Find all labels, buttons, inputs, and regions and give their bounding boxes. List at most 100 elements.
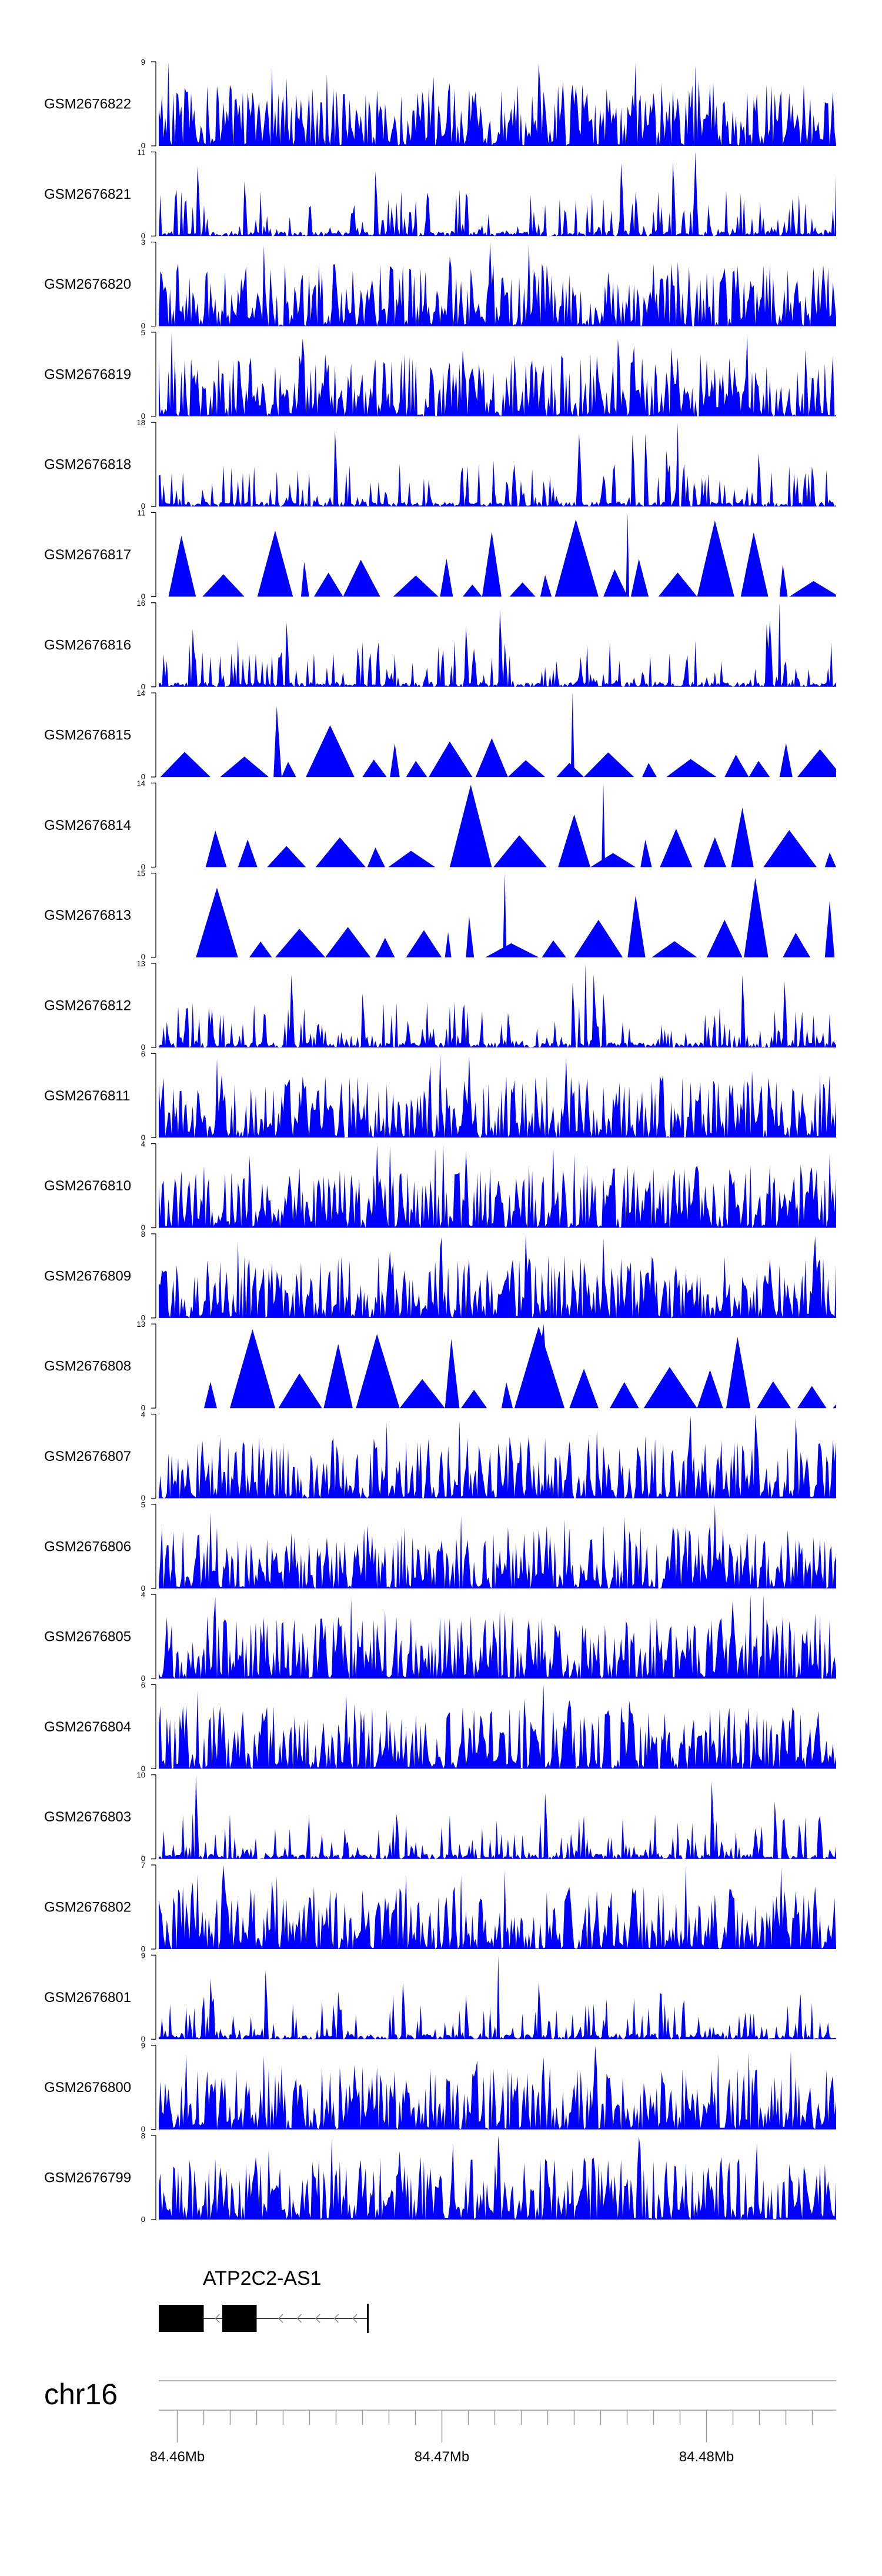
exon-1 xyxy=(159,2305,204,2332)
y-tick-label-max: 4 xyxy=(141,1590,145,1599)
coverage-area xyxy=(159,602,836,687)
track-label: GSM2676814 xyxy=(44,817,131,833)
strand-arrow-5 xyxy=(333,2314,339,2323)
coverage-area xyxy=(159,2045,836,2130)
y-tick-label-min: 0 xyxy=(141,502,145,510)
gene-label: ATP2C2-AS1 xyxy=(203,2267,322,2290)
y-tick-label-max: 14 xyxy=(137,779,145,788)
track-GSM2676818: GSM2676818 18 0 xyxy=(44,418,836,510)
y-tick-label-max: 6 xyxy=(141,1680,145,1689)
track-GSM2676810: GSM2676810 4 0 xyxy=(44,1140,836,1232)
track-GSM2676806: GSM2676806 5 0 xyxy=(44,1500,836,1593)
exon-2 xyxy=(222,2305,257,2332)
track-GSM2676813: GSM2676813 15 0 xyxy=(44,869,836,962)
track-GSM2676814: GSM2676814 14 0 xyxy=(44,779,836,871)
track-GSM2676802: GSM2676802 7 0 xyxy=(44,1861,836,1953)
y-tick-label-max: 16 xyxy=(137,599,145,608)
track-label: GSM2676817 xyxy=(44,547,131,563)
strand-arrow-2 xyxy=(278,2314,283,2323)
strand-arrow-1 xyxy=(215,2314,220,2323)
coverage-area xyxy=(159,1233,836,1318)
y-tick-label-min: 0 xyxy=(141,412,145,421)
track-label: GSM2676813 xyxy=(44,907,131,923)
y-tick-label-min: 0 xyxy=(141,1133,145,1142)
track-GSM2676819: GSM2676819 5 0 xyxy=(44,328,836,421)
track-label: GSM2676807 xyxy=(44,1449,131,1464)
track-GSM2676803: GSM2676803 10 0 xyxy=(44,1771,836,1863)
coverage-area xyxy=(159,242,836,326)
track-label: GSM2676812 xyxy=(44,998,131,1014)
y-tick-label-max: 3 xyxy=(141,238,145,247)
y-tick-label-min: 0 xyxy=(141,2125,145,2134)
track-label: GSM2676821 xyxy=(44,186,131,202)
track-GSM2676822: GSM2676822 9 0 xyxy=(44,58,836,150)
y-tick-label-max: 4 xyxy=(141,1140,145,1149)
coverage-area xyxy=(159,1774,836,1859)
coverage-tracks: GSM267682290GSM2676821110GSM267682030GSM… xyxy=(44,58,836,2224)
track-GSM2676807: GSM2676807 4 0 xyxy=(44,1410,836,1503)
y-tick-label-min: 0 xyxy=(141,592,145,601)
y-tick-label-max: 11 xyxy=(138,148,146,156)
track-label: GSM2676806 xyxy=(44,1539,131,1554)
y-tick-label-max: 14 xyxy=(137,689,145,698)
track-label: GSM2676815 xyxy=(44,728,131,743)
track-label: GSM2676804 xyxy=(44,1719,131,1735)
y-tick-label-max: 9 xyxy=(141,58,145,66)
coverage-area xyxy=(159,332,836,416)
y-tick-label-min: 0 xyxy=(141,682,145,691)
track-label: GSM2676816 xyxy=(44,637,131,653)
coverage-area xyxy=(159,1324,836,1409)
y-tick-label-min: 0 xyxy=(141,1764,145,1773)
chromosome-label: chr16 xyxy=(44,2378,118,2411)
y-tick-label-max: 18 xyxy=(137,418,145,427)
y-tick-label-min: 0 xyxy=(141,862,145,871)
coverage-area xyxy=(159,963,836,1047)
x-tick-label: 84.48Mb xyxy=(679,2449,734,2465)
strand-arrow-3 xyxy=(296,2314,302,2323)
y-tick-label-max: 6 xyxy=(141,1049,145,1058)
track-label: GSM2676803 xyxy=(44,1809,131,1825)
strand-arrow-6 xyxy=(352,2314,358,2323)
y-tick-label-min: 0 xyxy=(141,1944,145,1953)
y-tick-label-min: 0 xyxy=(141,772,145,781)
y-tick-label-min: 0 xyxy=(141,1313,145,1322)
strand-arrow-4 xyxy=(315,2314,320,2323)
track-label: GSM2676819 xyxy=(44,366,131,382)
track-GSM2676817: GSM2676817 11 0 xyxy=(44,509,836,601)
track-GSM2676804: GSM2676804 6 0 xyxy=(44,1680,836,1773)
track-label: GSM2676802 xyxy=(44,1900,131,1916)
x-tick-label: 84.47Mb xyxy=(415,2449,469,2465)
coverage-area xyxy=(159,1504,836,1589)
y-tick-label-min: 0 xyxy=(141,1403,145,1412)
track-label: GSM2676810 xyxy=(44,1178,131,1194)
track-GSM2676820: GSM2676820 3 0 xyxy=(44,238,836,331)
track-label: GSM2676811 xyxy=(44,1088,130,1104)
y-tick-label-max: 11 xyxy=(138,509,146,518)
track-label: GSM2676808 xyxy=(44,1359,131,1374)
coverage-area xyxy=(159,1684,836,1769)
coverage-area xyxy=(159,422,836,507)
track-label: GSM2676801 xyxy=(44,1990,131,2006)
track-GSM2676801: GSM2676801 9 0 xyxy=(44,1951,836,2043)
y-tick-label-max: 9 xyxy=(141,2041,145,2050)
coverage-area xyxy=(159,1865,836,1949)
y-tick-label-max: 9 xyxy=(141,1951,145,1960)
track-label: GSM2676799 xyxy=(44,2170,131,2185)
y-tick-label-min: 0 xyxy=(141,1584,145,1593)
y-tick-label-min: 0 xyxy=(141,1043,145,1052)
y-tick-label-min: 0 xyxy=(141,322,145,331)
coverage-area xyxy=(159,1053,836,1138)
coverage-area xyxy=(159,2135,836,2220)
track-GSM2676809: GSM2676809 8 0 xyxy=(44,1230,836,1322)
coverage-area xyxy=(159,1414,836,1499)
y-tick-label-max: 13 xyxy=(137,1320,145,1329)
x-tick-label: 84.46Mb xyxy=(150,2449,205,2465)
y-tick-label-min: 0 xyxy=(141,2215,145,2224)
y-tick-label-max: 15 xyxy=(137,869,145,878)
y-tick-label-min: 0 xyxy=(141,953,145,962)
track-label: GSM2676818 xyxy=(44,457,131,473)
track-GSM2676811: GSM2676811 6 0 xyxy=(44,1049,836,1142)
genome-axis: chr16 84.46Mb 84.47Mb 84.48Mb xyxy=(44,2378,836,2465)
y-tick-label-max: 7 xyxy=(141,1861,145,1870)
